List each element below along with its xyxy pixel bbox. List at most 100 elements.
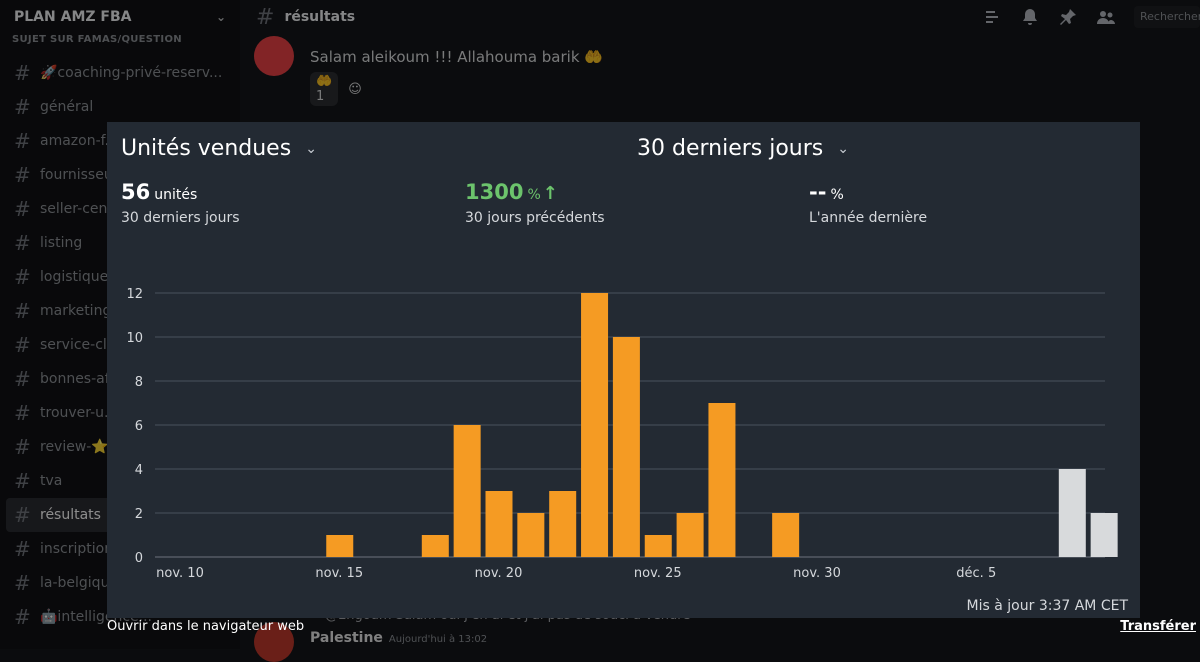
partial-bar: [1090, 513, 1118, 557]
x-tick-label: nov. 10: [156, 566, 204, 581]
channel-label: amazon-f...: [40, 133, 118, 149]
sidebar-channel-item[interactable]: # amazon-f...: [0, 124, 240, 158]
bar: [708, 403, 736, 557]
hash-icon: #: [14, 95, 31, 119]
message-timestamp: Aujourd'hui à 13:02: [388, 634, 488, 645]
bar: [326, 535, 354, 557]
hash-icon: #: [14, 299, 31, 323]
threads-icon[interactable]: [982, 7, 1002, 27]
sidebar-channel-item[interactable]: # tva: [0, 464, 240, 498]
sidebar-channel-item[interactable]: # seller-cen...: [0, 192, 240, 226]
sidebar-channel-item[interactable]: # bonnes-af...: [0, 362, 240, 396]
reaction-emoji: 🤲: [316, 74, 333, 89]
chevron-down-icon: ⌄: [215, 10, 226, 24]
metric-dropdown[interactable]: Unités vendues ⌄: [121, 136, 317, 161]
kpi-previous-period: 1300% ↑ 30 jours précédents: [465, 180, 605, 226]
channel-label: seller-cen...: [40, 201, 121, 217]
x-tick-label: nov. 25: [634, 566, 682, 581]
sales-chart-modal: Unités vendues ⌄ 30 derniers jours ⌄ 56 uni…: [107, 122, 1140, 618]
channel-label: 🚀coaching-privé-reserv...: [40, 65, 223, 81]
period-dropdown[interactable]: 30 derniers jours ⌄: [637, 136, 849, 161]
pin-icon[interactable]: [1058, 7, 1078, 27]
y-tick-label: 2: [135, 507, 143, 522]
sidebar-channel-item[interactable]: # listing: [0, 226, 240, 260]
bar: [581, 293, 609, 557]
sidebar-channel-item[interactable]: # inscription: [0, 532, 240, 566]
transfer-link[interactable]: Transférer: [1120, 619, 1196, 634]
sidebar-channel-item[interactable]: # général: [0, 90, 240, 124]
channel-category[interactable]: SUJET SUR FAMAS/QUESTION: [12, 34, 182, 45]
kpi-value: --: [809, 180, 827, 204]
channel-label: bonnes-af...: [40, 371, 122, 387]
bar: [485, 491, 513, 557]
arrow-up-icon: ↑: [542, 183, 558, 204]
sidebar-channel-item[interactable]: # service-cl...: [0, 328, 240, 362]
metric-dropdown-label: Unités vendues: [121, 136, 292, 161]
channel-label: logistique: [40, 269, 109, 285]
server-header[interactable]: PLAN AMZ FBA ⌄: [0, 0, 240, 34]
channel-label: review-⭐: [40, 439, 109, 455]
hash-icon: #: [14, 333, 31, 357]
message-author[interactable]: Palestine Aujourd'hui à 13:02: [310, 630, 487, 646]
hash-icon: #: [14, 61, 31, 85]
hash-icon: #: [14, 571, 31, 595]
kpi-label: L'année dernière: [809, 210, 928, 226]
avatar[interactable]: [254, 36, 294, 76]
sidebar-channel-item[interactable]: # la-belgiqu...: [0, 566, 240, 600]
open-in-browser-link[interactable]: Ouvrir dans le navigateur web: [107, 619, 305, 634]
header-toolbar: Rechercher: [982, 6, 1200, 28]
reaction-count: 1: [316, 89, 325, 104]
bar: [517, 513, 545, 557]
x-tick-label: déc. 5: [956, 566, 996, 581]
channel-label: service-cl...: [40, 337, 121, 353]
sidebar-channel-item[interactable]: # trouver-u...: [0, 396, 240, 430]
channel-title: résultats: [284, 9, 356, 25]
channel-label: la-belgiqu...: [40, 575, 123, 591]
chevron-down-icon: ⌄: [837, 141, 849, 157]
sidebar-channel-item[interactable]: # logistique: [0, 260, 240, 294]
kpi-unit: unités: [154, 187, 198, 203]
y-tick-label: 4: [135, 463, 143, 478]
hash-icon: #: [14, 231, 31, 255]
sidebar-channel-item[interactable]: # fournisseu...: [0, 158, 240, 192]
hash-icon: #: [14, 401, 31, 425]
channel-label: tva: [40, 473, 63, 489]
channel-label: fournisseu...: [40, 167, 127, 183]
sidebar-channel-item[interactable]: # 🚀coaching-privé-reserv...: [0, 56, 240, 90]
reaction-button[interactable]: 🤲 1: [310, 72, 339, 106]
y-tick-label: 8: [135, 375, 143, 390]
members-icon[interactable]: [1096, 7, 1116, 27]
units-sold-bar-chart: 0 2 4 6 8 10 12 nov. 10 nov. 15 nov. 20 nov. 25 nov…: [126, 287, 1118, 581]
kpi-units: 56 unités 30 derniers jours: [121, 180, 240, 226]
search-input[interactable]: Rechercher: [1134, 6, 1200, 28]
hash-icon: #: [14, 605, 31, 629]
author-name: Palestine: [310, 630, 383, 646]
add-reaction-icon[interactable]: ☺: [348, 81, 362, 97]
y-tick-label: 6: [135, 419, 143, 434]
channel-label: inscription: [40, 541, 114, 557]
x-tick-label: nov. 20: [475, 566, 523, 581]
hash-icon: #: [14, 367, 31, 391]
y-tick-label: 10: [126, 331, 143, 346]
period-dropdown-label: 30 derniers jours: [637, 136, 824, 161]
bar: [644, 535, 672, 557]
chat-header: # résultats: [240, 0, 1200, 34]
hash-icon: #: [256, 4, 275, 30]
sidebar-channel-item[interactable]: # review-⭐: [0, 430, 240, 464]
kpi-unit: %: [527, 187, 541, 203]
server-name: PLAN AMZ FBA: [14, 9, 132, 25]
hash-icon: #: [14, 129, 31, 153]
y-tick-label: 12: [126, 287, 143, 302]
bell-icon[interactable]: [1020, 7, 1040, 27]
x-tick-label: nov. 15: [315, 566, 363, 581]
hash-icon: #: [14, 163, 31, 187]
reactions-bar: 🤲 1 ☺: [310, 72, 362, 106]
sidebar-channel-item[interactable]: # marketing: [0, 294, 240, 328]
kpi-label: 30 derniers jours: [121, 210, 240, 226]
bar: [421, 535, 449, 557]
kpi-value: 1300: [465, 180, 524, 204]
bar: [453, 425, 481, 557]
x-tick-label: nov. 30: [793, 566, 841, 581]
kpi-last-year: --% L'année dernière: [809, 180, 927, 226]
hash-icon: #: [14, 197, 31, 221]
